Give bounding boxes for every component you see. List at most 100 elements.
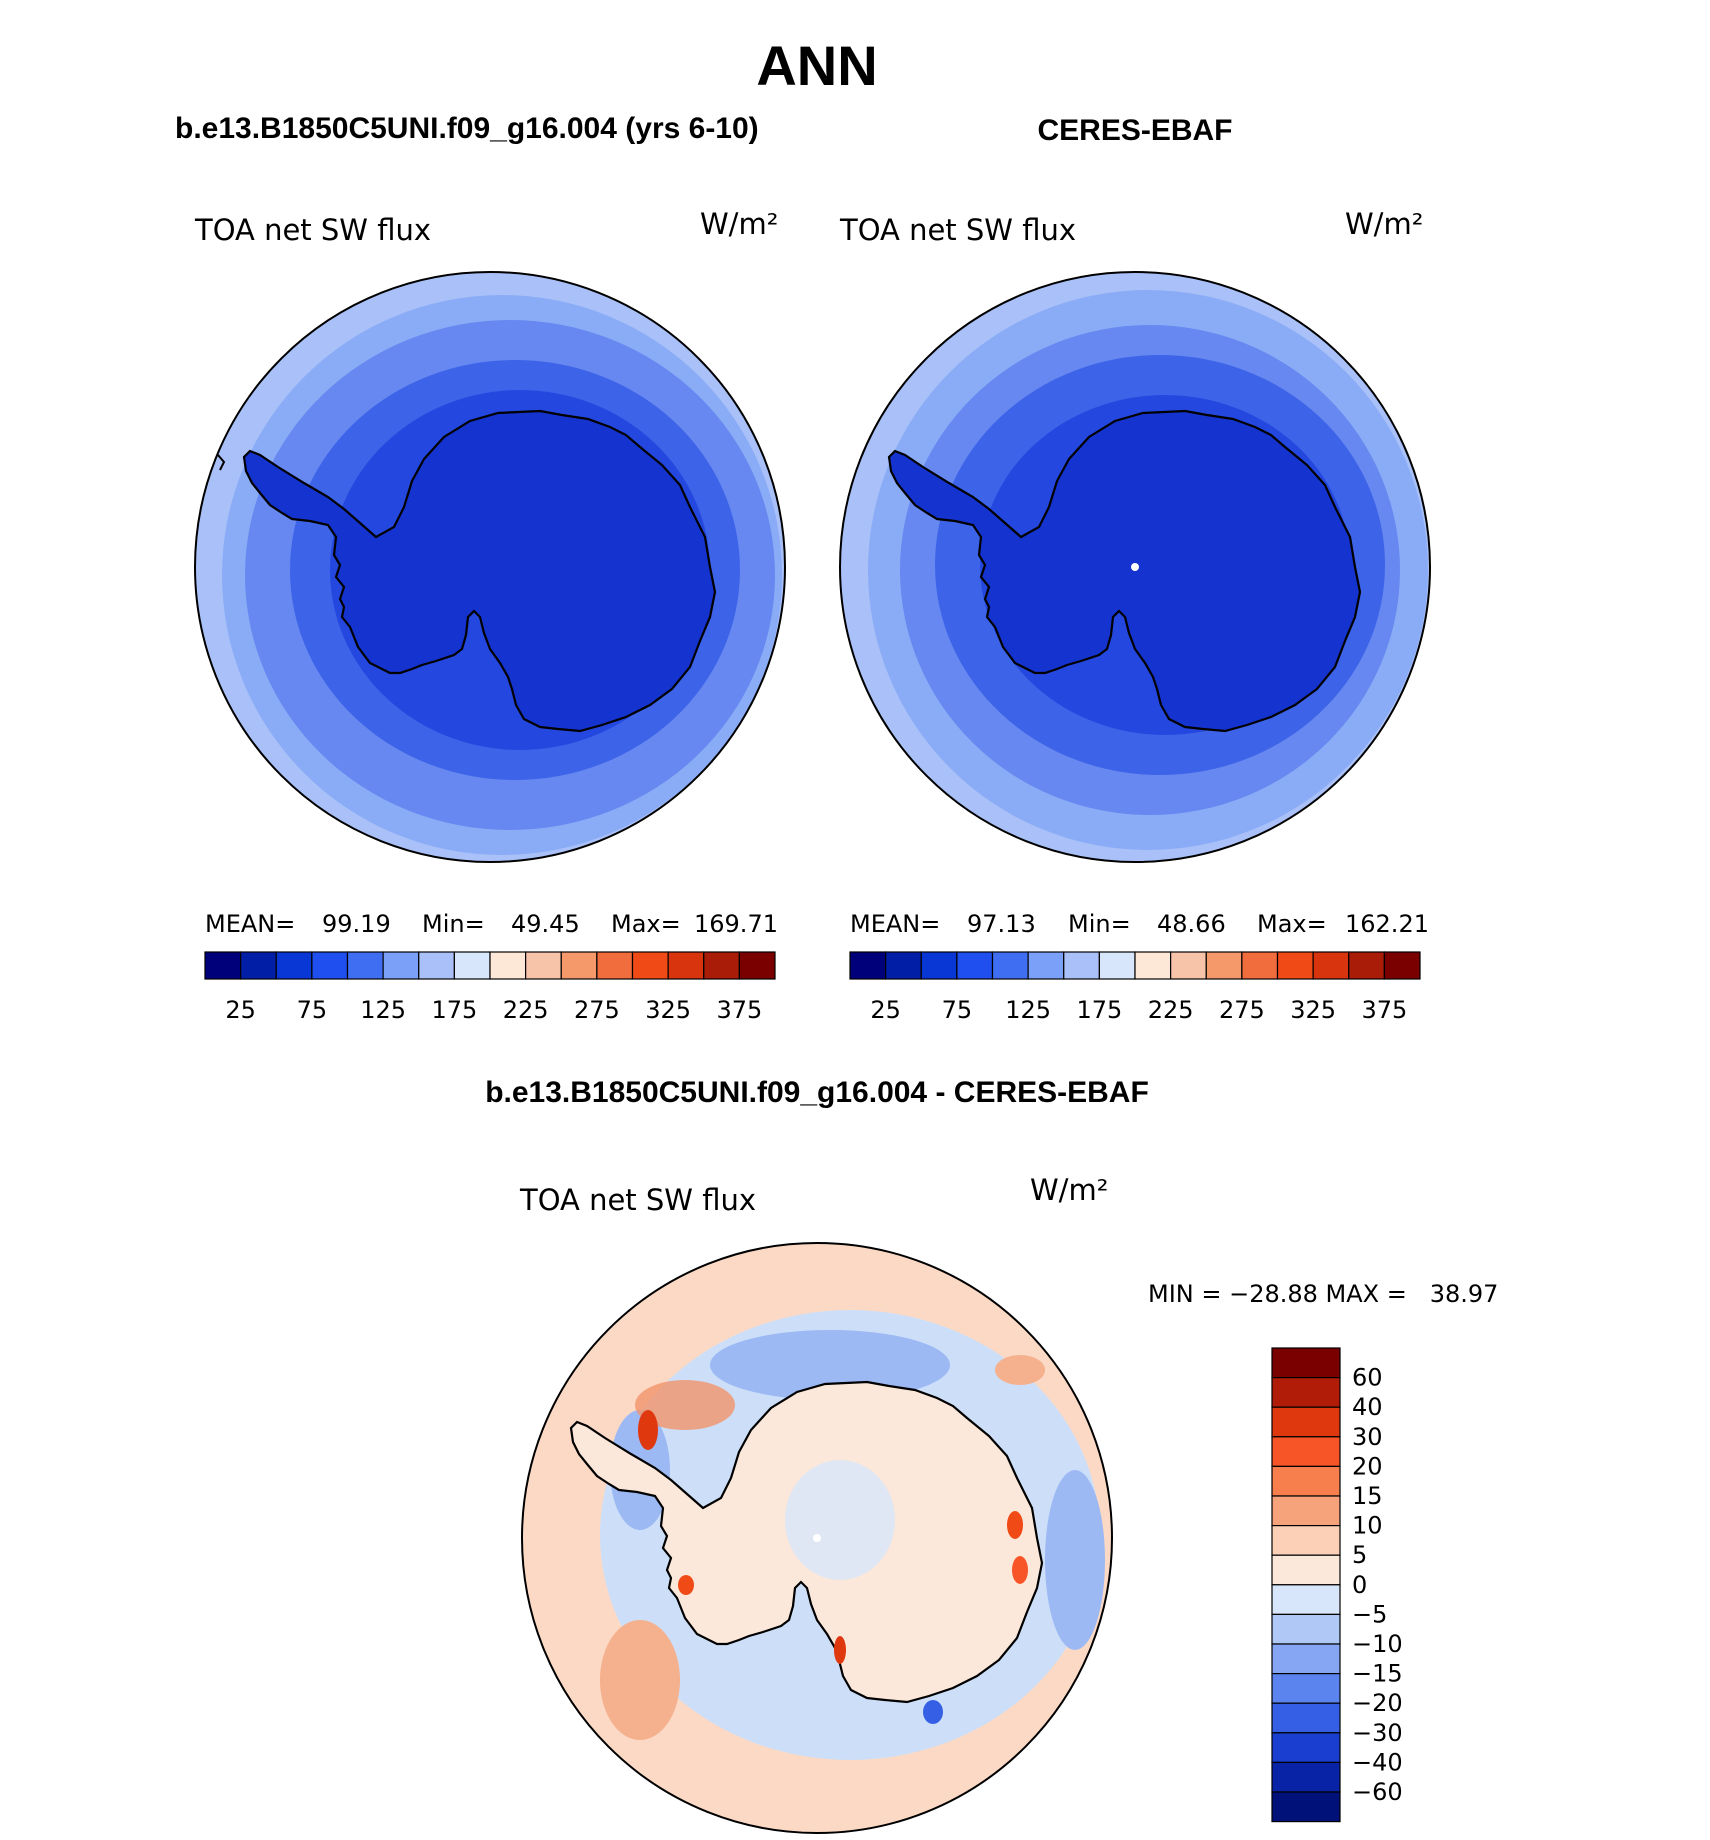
diff-colorbar-label: 30 <box>1352 1423 1383 1451</box>
left-colorbar-box <box>703 951 740 980</box>
diff-stats: MIN = −28.88 MAX = 38.97 <box>1148 1280 1498 1308</box>
diff-colorbar-label: 60 <box>1352 1364 1383 1392</box>
left-mean-value: 99.19 <box>322 910 391 938</box>
diff-colorbar-label: −20 <box>1352 1689 1403 1717</box>
right-colorbar-label: 125 <box>1005 996 1051 1024</box>
diff-colorbar-box <box>1271 1554 1341 1586</box>
left-colorbar-label: 225 <box>503 996 549 1024</box>
right-colorbar-box <box>1063 951 1100 980</box>
diff-colorbar-label: 40 <box>1352 1393 1383 1421</box>
diff-colorbar-label: −15 <box>1352 1660 1403 1688</box>
left-colorbar-box <box>667 951 705 980</box>
diff-colorbar-box <box>1271 1524 1341 1556</box>
right-colorbar-box <box>1098 951 1136 980</box>
right-colorbar-box <box>1312 951 1350 980</box>
left-colorbar-box <box>382 951 420 980</box>
left-colorbar-box <box>596 951 634 980</box>
left-min-label: Min= <box>422 910 485 938</box>
right-colorbar-label: 375 <box>1361 996 1407 1024</box>
right-map-border <box>839 271 1431 863</box>
diff-blue-spot <box>923 1700 943 1724</box>
left-min-value: 49.45 <box>511 910 580 938</box>
diff-units-label: W/m² <box>1030 1173 1108 1207</box>
right-colorbar-label: 225 <box>1148 996 1194 1024</box>
diff-colorbar-label: −30 <box>1352 1719 1403 1747</box>
left-variable-label: TOA net SW flux <box>194 213 431 247</box>
diff-blue-east <box>1045 1470 1105 1650</box>
left-colorbar-label: 25 <box>225 996 256 1024</box>
diff-colorbar-label: 10 <box>1352 1512 1383 1540</box>
diff-colorbar-box <box>1271 1347 1341 1379</box>
right-colorbar-label: 175 <box>1076 996 1122 1024</box>
right-colorbar-label: 75 <box>942 996 973 1024</box>
left-max-label: Max= <box>611 910 681 938</box>
left-colorbar-box <box>418 951 455 980</box>
right-colorbar-box <box>849 951 887 980</box>
diff-colorbar-box <box>1271 1791 1341 1823</box>
left-units-label: W/m² <box>700 207 778 241</box>
diff-red-spot-4 <box>834 1636 846 1664</box>
diff-colorbar-label: −60 <box>1352 1778 1403 1806</box>
right-colorbar-box <box>1383 951 1421 980</box>
right-colorbar-box <box>1205 951 1243 980</box>
diff-colorbar-label: 0 <box>1352 1571 1367 1599</box>
left-polar-map <box>195 272 785 862</box>
diff-colorbar-box <box>1271 1495 1341 1527</box>
right-max-value: 162.21 <box>1345 910 1429 938</box>
diff-red-spot-5 <box>678 1575 694 1595</box>
diff-red-spot-2 <box>1007 1511 1023 1539</box>
left-colorbar-label: 325 <box>645 996 691 1024</box>
diff-orange-northwest <box>635 1380 735 1430</box>
diff-colorbar-box <box>1271 1406 1341 1438</box>
left-colorbar <box>204 951 776 980</box>
right-colorbar-label: 325 <box>1290 996 1336 1024</box>
left-colorbar-label: 175 <box>431 996 477 1024</box>
diff-map-border <box>521 1242 1113 1834</box>
page-title: ANN <box>756 34 877 97</box>
left-colorbar-label: 125 <box>360 996 406 1024</box>
right-colorbar-box <box>1134 951 1172 980</box>
right-min-label: Min= <box>1068 910 1131 938</box>
right-variable-label: TOA net SW flux <box>839 213 1076 247</box>
right-max-label: Max= <box>1257 910 1327 938</box>
diff-colorbar <box>1271 1347 1341 1823</box>
diff-blue-north <box>710 1330 950 1400</box>
right-mean-value: 97.13 <box>967 910 1036 938</box>
left-colorbar-label: 275 <box>574 996 620 1024</box>
right-units-label: W/m² <box>1345 207 1423 241</box>
diff-colorbar-box <box>1271 1672 1341 1704</box>
right-colorbar-box <box>885 951 922 980</box>
diff-orange-northeast <box>995 1355 1045 1385</box>
diff-panel-title: b.e13.B1850C5UNI.f09_g16.004 - CERES-EBA… <box>485 1076 1149 1109</box>
diff-colorbar-label: 20 <box>1352 1452 1383 1480</box>
right-panel-title: CERES-EBAF <box>1037 114 1232 147</box>
right-colorbar-box <box>991 951 1029 980</box>
diff-colorbar-label: −5 <box>1352 1600 1387 1628</box>
right-mean-label: MEAN= <box>850 910 940 938</box>
left-colorbar-box <box>525 951 562 980</box>
right-colorbar-box <box>1348 951 1385 980</box>
left-panel-title: b.e13.B1850C5UNI.f09_g16.004 (yrs 6-10) <box>175 112 759 145</box>
diff-colorbar-box <box>1271 1643 1341 1675</box>
left-map-border <box>194 271 786 863</box>
diff-colorbar-label: 15 <box>1352 1482 1383 1510</box>
diff-colorbar-box <box>1271 1702 1341 1734</box>
right-colorbar-label: 275 <box>1219 996 1265 1024</box>
right-colorbar <box>849 951 1421 980</box>
diff-variable-label: TOA net SW flux <box>519 1183 756 1217</box>
left-colorbar-box <box>489 951 527 980</box>
left-colorbar-box <box>275 951 313 980</box>
right-colorbar-box <box>920 951 958 980</box>
left-colorbar-box <box>560 951 598 980</box>
right-min-value: 48.66 <box>1157 910 1226 938</box>
diff-colorbar-box <box>1271 1613 1341 1645</box>
left-colorbar-box <box>453 951 491 980</box>
diff-colorbar-box <box>1271 1761 1341 1793</box>
diff-colorbar-label: −10 <box>1352 1630 1403 1658</box>
left-mean-label: MEAN= <box>205 910 295 938</box>
diff-colorbar-box <box>1271 1376 1341 1408</box>
diff-polar-map <box>522 1243 1112 1833</box>
left-colorbar-box <box>204 951 242 980</box>
left-colorbar-box <box>738 951 776 980</box>
diff-red-spot-3 <box>1012 1556 1028 1584</box>
